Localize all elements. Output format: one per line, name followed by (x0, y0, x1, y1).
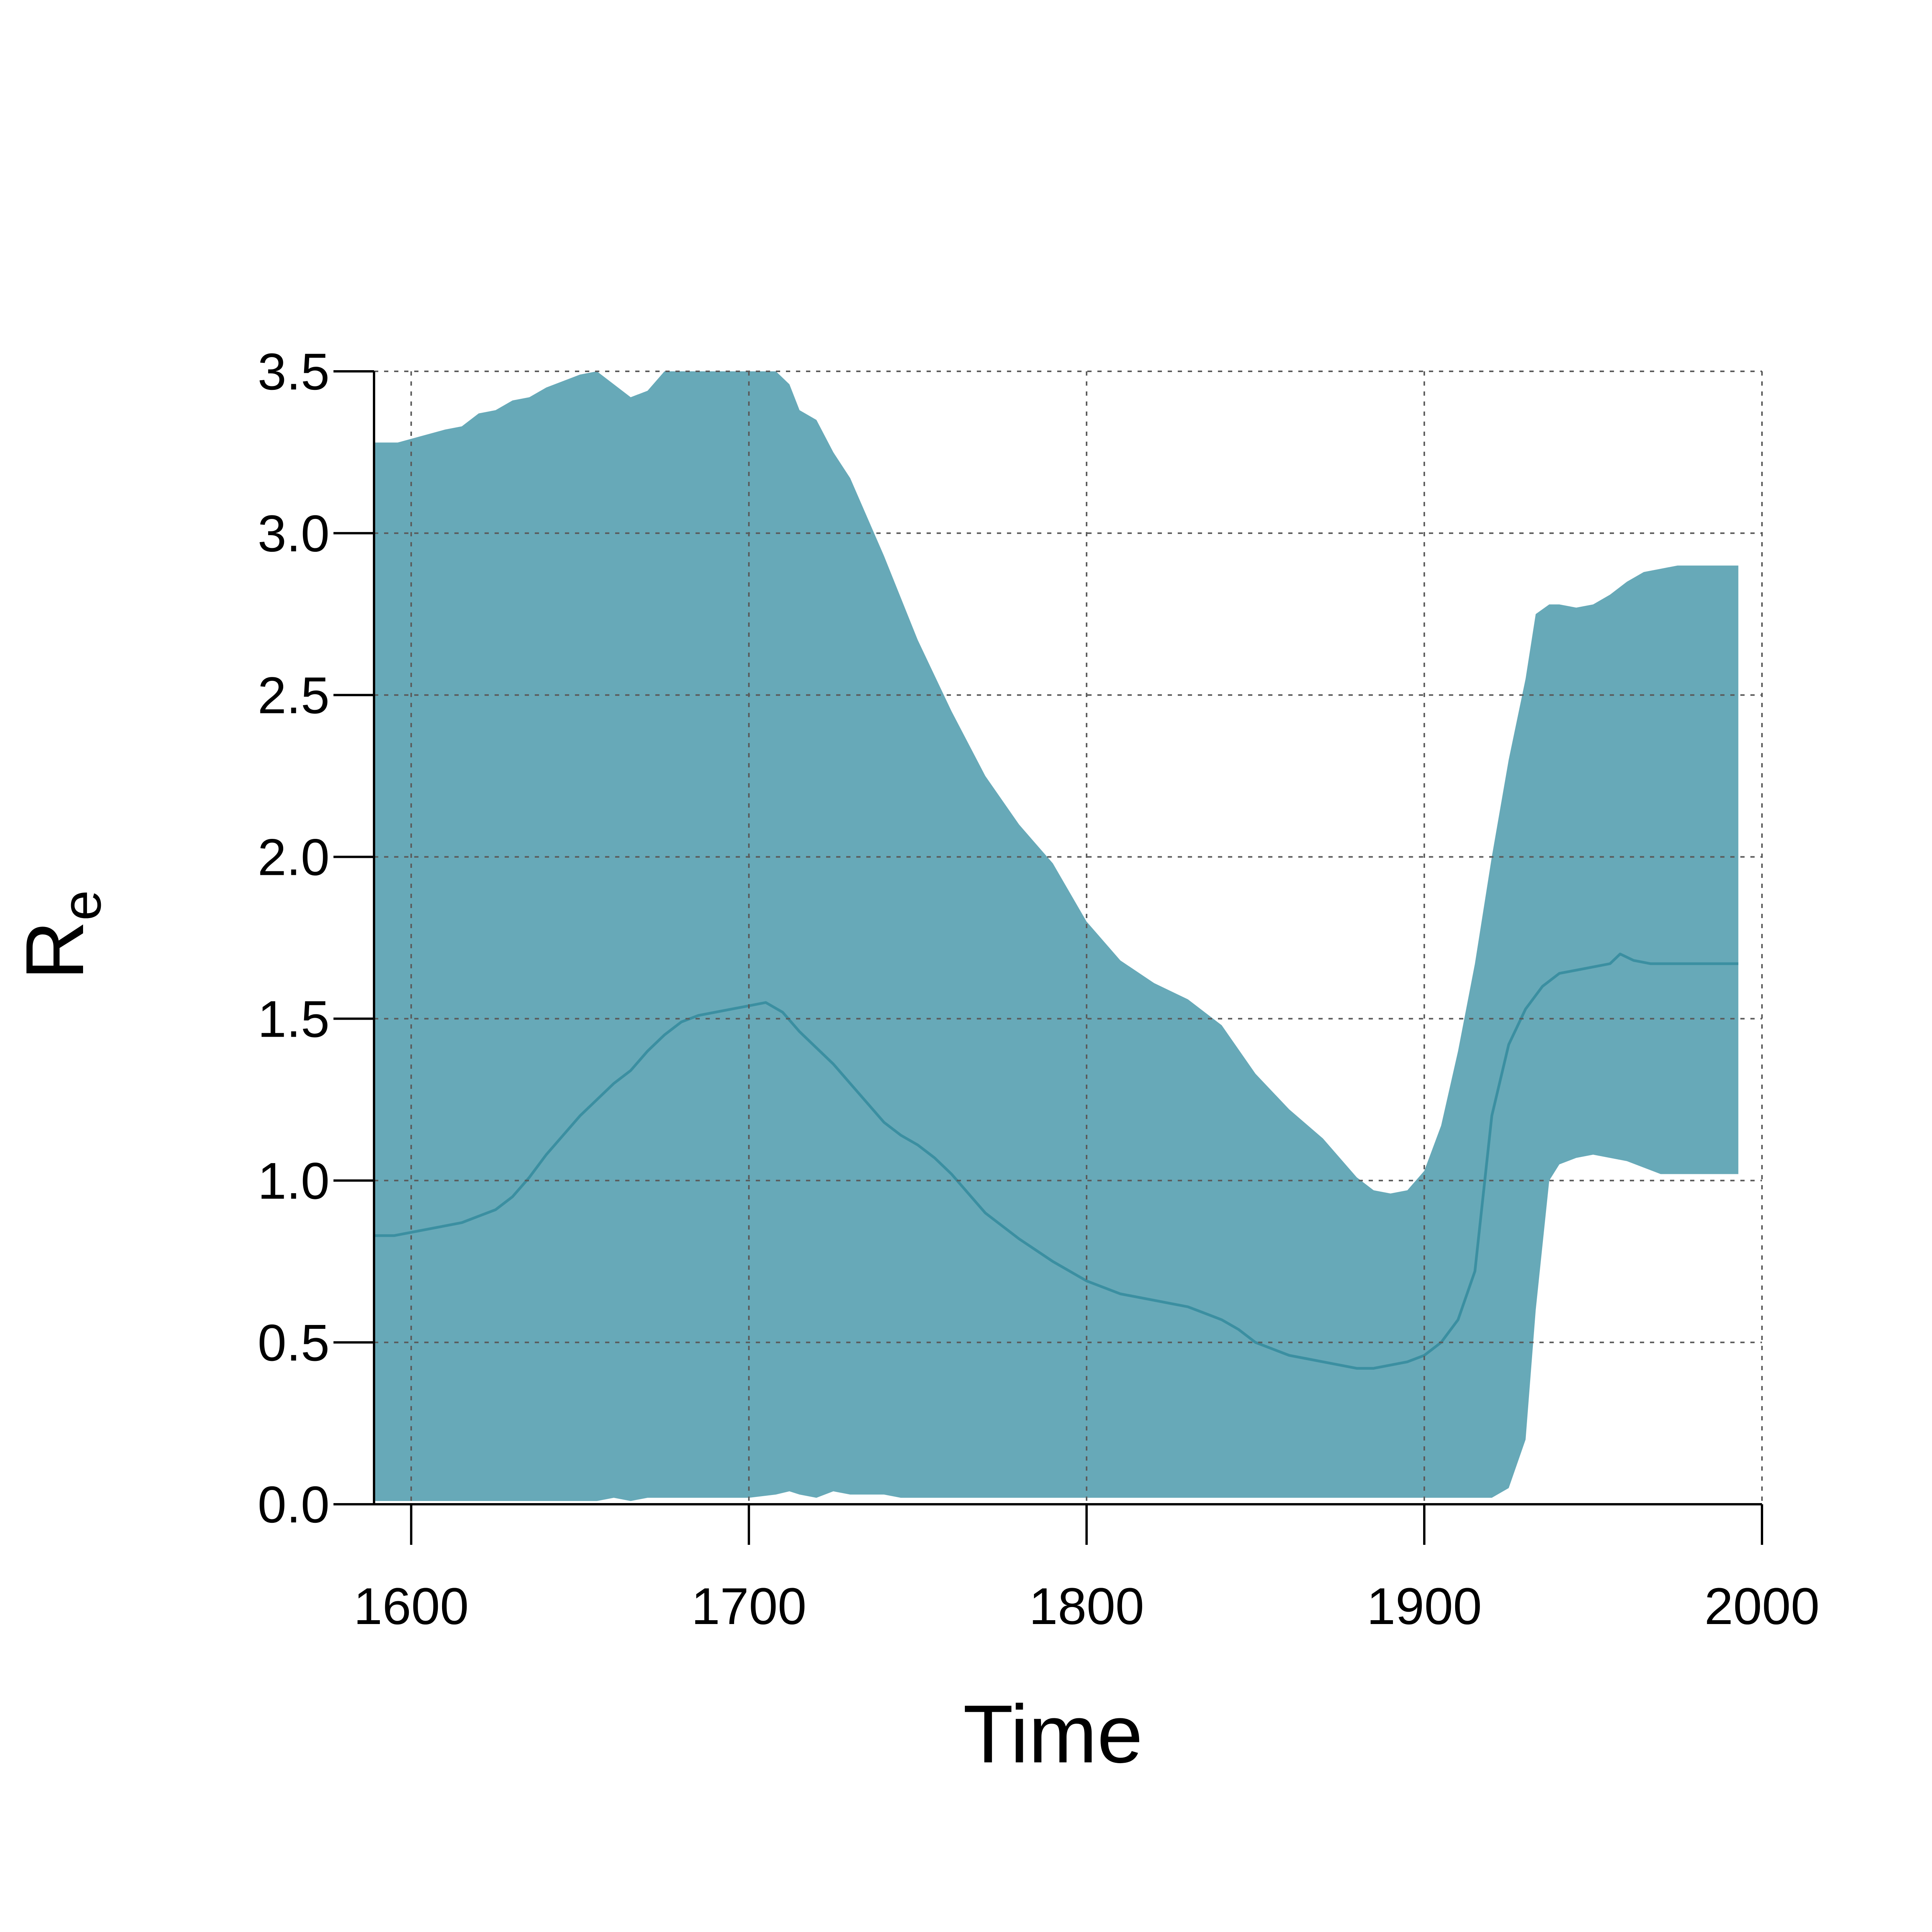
median-line-0 (374, 952, 1738, 1370)
y-tick-label-1.5: 1.5 (258, 990, 330, 1048)
axes: 0.0 0.5 1.0 1.5 2.0 2.5 3.0 3.5 1600 1700 1800 1900… (258, 343, 1820, 1635)
confidence-band (374, 371, 1738, 1501)
y-tick-label-2.5: 2.5 (258, 667, 330, 724)
x-tick-label-1800: 1800 (1029, 1578, 1144, 1635)
grid (374, 371, 1763, 1504)
x-tick-label-1900: 1900 (1367, 1578, 1482, 1635)
x-axis-title: Time (963, 1688, 1143, 1780)
y-tick-label-2: 2.0 (258, 829, 330, 886)
x-tick-label-2000: 2000 (1704, 1578, 1820, 1635)
y-axis-title-main: R (9, 921, 101, 980)
y-tick-label-0.5: 0.5 (258, 1314, 330, 1372)
y-tick-label-3: 3.0 (258, 505, 330, 563)
y-tick-label-1: 1.0 (258, 1152, 330, 1210)
y-axis-title: Re (9, 890, 112, 980)
x-tick-label-1600: 1600 (354, 1578, 469, 1635)
x-tick-label-1700: 1700 (691, 1578, 806, 1635)
y-tick-label-3.5: 3.5 (258, 343, 330, 401)
y-axis-title-subscript: e (51, 890, 112, 921)
y-tick-label-0: 0.0 (258, 1476, 330, 1534)
plot-area (374, 371, 1738, 1501)
